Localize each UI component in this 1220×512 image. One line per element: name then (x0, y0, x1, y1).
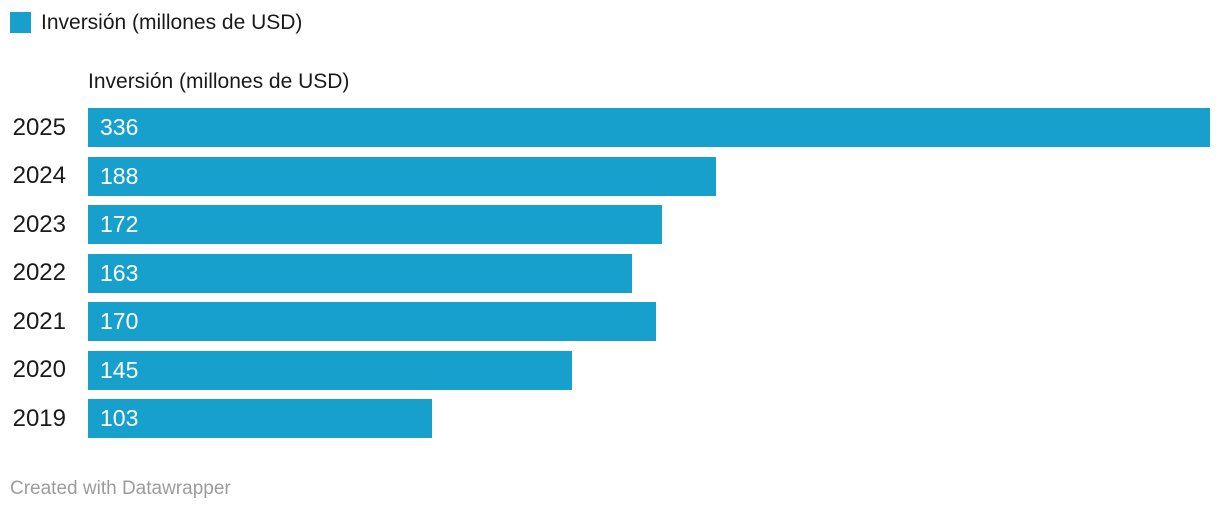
legend-swatch (10, 12, 31, 33)
legend: Inversión (millones de USD) (10, 0, 1220, 33)
bar: 172 (88, 205, 663, 244)
category-label: 2025 (12, 113, 66, 141)
value-label: 170 (100, 308, 139, 334)
value-label: 172 (100, 211, 139, 237)
bar-chart: 2025 336 2024 188 2023 172 2022 163 2021 170 2020 1… (0, 108, 1220, 438)
bar-row: 2019 103 (0, 399, 1220, 438)
category-label: 2024 (12, 162, 66, 189)
bar: 145 (88, 350, 573, 390)
legend-label: Inversión (millones de USD) (41, 11, 303, 34)
bar: 188 (88, 156, 716, 196)
bar-row: 2023 172 (0, 205, 1220, 244)
bar: 170 (88, 302, 656, 341)
category-label: 2022 (12, 259, 66, 286)
bar-row: 2022 163 (0, 253, 1220, 293)
value-label: 188 (100, 162, 139, 189)
bar: 103 (88, 399, 432, 438)
footer: Created with Datawrapper (10, 478, 1220, 500)
category-label: 2019 (12, 404, 66, 432)
datawrapper-credit-link[interactable]: Created with Datawrapper (10, 478, 231, 499)
bar: 163 (88, 253, 633, 293)
value-label: 103 (100, 405, 139, 431)
bar-row: 2020 145 (0, 350, 1220, 390)
bar-row: 2025 336 (0, 108, 1220, 147)
bar: 336 (88, 108, 1210, 147)
category-label: 2023 (12, 210, 66, 238)
bar-row: 2021 170 (0, 302, 1220, 341)
category-label: 2020 (12, 356, 66, 383)
value-label: 163 (100, 259, 139, 286)
value-label: 336 (100, 114, 139, 140)
bar-row: 2024 188 (0, 156, 1220, 196)
category-label: 2021 (12, 307, 66, 335)
column-header: Inversión (millones de USD) (88, 70, 350, 93)
value-label: 145 (100, 356, 139, 383)
